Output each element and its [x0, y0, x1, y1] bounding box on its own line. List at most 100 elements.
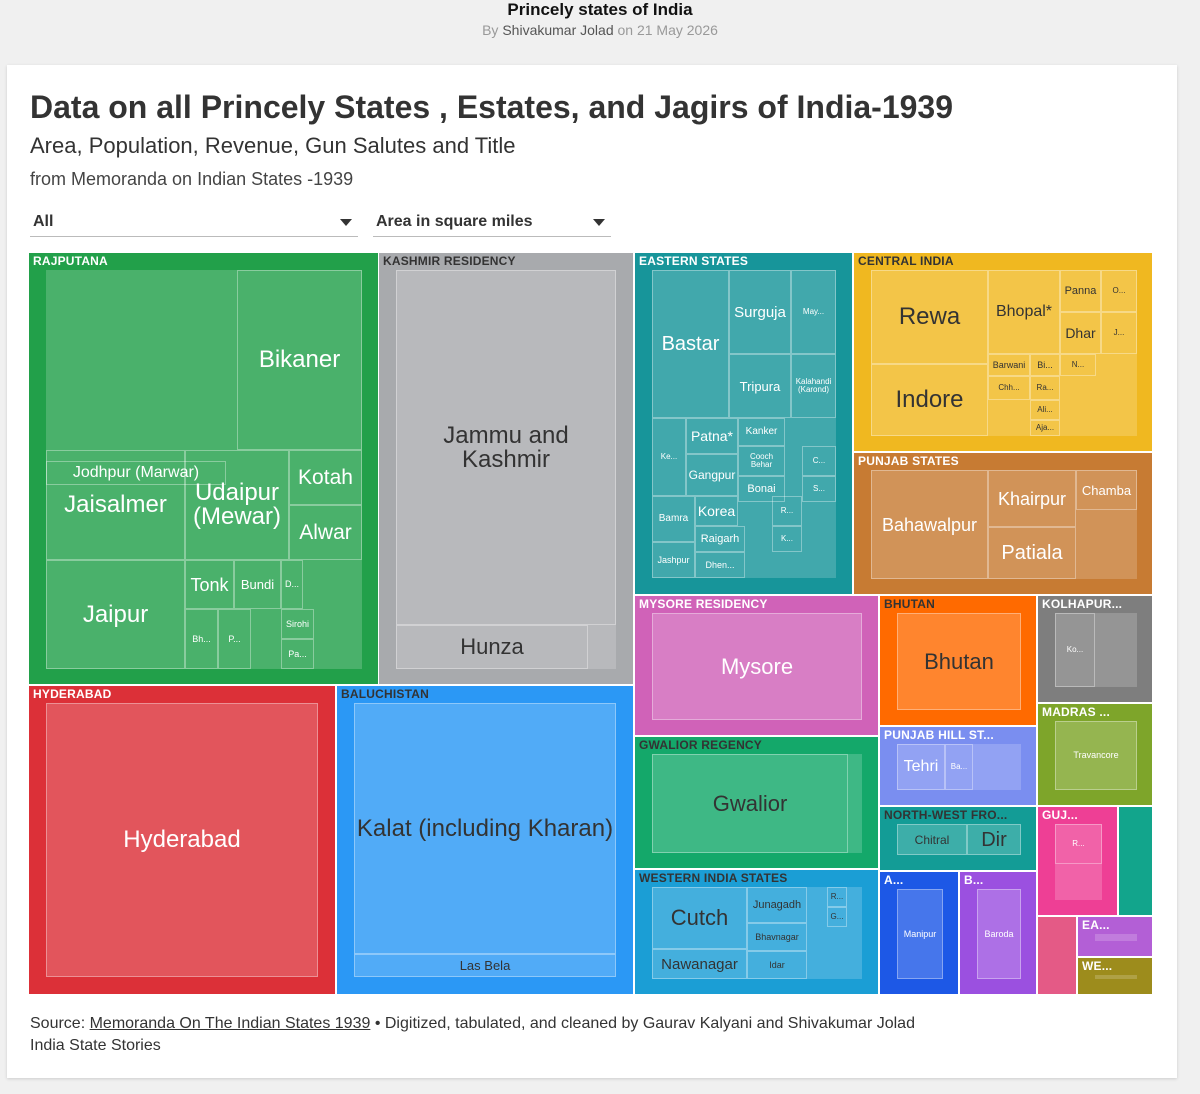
treemap-leaf-may[interactable]: May...	[791, 270, 836, 354]
treemap-leaf-gwalior[interactable]: Gwalior	[652, 754, 848, 853]
treemap-group-kolhapur[interactable]: KOLHAPUR... Ko...	[1037, 595, 1153, 703]
treemap-leaf-indore[interactable]: Indore	[871, 364, 988, 436]
treemap-leaf-hyderabad[interactable]: Hyderabad	[46, 703, 318, 977]
treemap-leaf-travancore[interactable]: Travancore	[1055, 721, 1137, 790]
treemap-group-kashmir-residency[interactable]: KASHMIR RESIDENCY Jammu and Kashmir Hunza	[378, 252, 634, 685]
treemap-leaf-j[interactable]: J...	[1101, 312, 1137, 354]
treemap-leaf-bahawalpur[interactable]: Bahawalpur	[871, 470, 988, 579]
treemap-leaf-las-bela[interactable]: Las Bela	[354, 954, 616, 977]
measure-select-dropdown[interactable]: Area in square miles	[373, 208, 611, 237]
treemap-leaf-o[interactable]: O...	[1101, 270, 1137, 312]
treemap-leaf-kanker[interactable]: Kanker	[738, 418, 785, 446]
treemap-group-ea[interactable]: EA...	[1077, 916, 1153, 957]
treemap-leaf-alwar[interactable]: Alwar	[289, 505, 362, 560]
region-filter-dropdown[interactable]: All	[30, 208, 358, 237]
treemap-group-mysore-residency[interactable]: MYSORE RESIDENCY Mysore	[634, 595, 879, 736]
treemap-leaf-k[interactable]: K...	[772, 526, 802, 552]
treemap-leaf-sirohi[interactable]: Sirohi	[281, 609, 314, 639]
treemap-leaf-tripura[interactable]: Tripura	[729, 354, 791, 418]
treemap-leaf-udaipur-mewar[interactable]: Udaipur (Mewar)	[185, 450, 289, 560]
treemap-leaf-dir[interactable]: Dir	[967, 824, 1021, 855]
treemap-group-small-1[interactable]	[1118, 806, 1153, 916]
treemap-leaf-baroda[interactable]: Baroda	[977, 889, 1021, 979]
treemap-group-gwalior-regency[interactable]: GWALIOR REGENCY Gwalior	[634, 736, 879, 869]
treemap-leaf-d[interactable]: D...	[281, 560, 303, 609]
treemap-leaf-chh[interactable]: Chh...	[988, 376, 1030, 400]
treemap-leaf-idar[interactable]: Idar	[747, 951, 807, 979]
treemap-leaf-bastar[interactable]: Bastar	[652, 270, 729, 418]
treemap-leaf-c[interactable]: C...	[802, 446, 836, 476]
treemap-leaf-surguja[interactable]: Surguja	[729, 270, 791, 354]
treemap-leaf-dhar[interactable]: Dhar	[1060, 312, 1101, 354]
treemap-leaf-bhopal[interactable]: Bhopal*	[988, 270, 1060, 354]
treemap-leaf-jammu-and-kashmir[interactable]: Jammu and Kashmir	[396, 270, 616, 625]
treemap-leaf-rewa[interactable]: Rewa	[871, 270, 988, 364]
treemap-leaf-ba[interactable]: Ba...	[945, 744, 973, 790]
treemap-leaf-cutch[interactable]: Cutch	[652, 887, 747, 949]
treemap-leaf-p[interactable]: P...	[218, 609, 251, 669]
treemap-group-eastern-states[interactable]: EASTERN STATES Bastar Surguja May... Tripura…	[634, 252, 853, 595]
treemap-leaf-bhavnagar[interactable]: Bhavnagar	[747, 923, 807, 951]
treemap-group-punjab-hill-st[interactable]: PUNJAB HILL ST... Tehri Ba...	[879, 726, 1037, 806]
treemap-leaf-ke[interactable]: Ke...	[652, 418, 686, 496]
treemap-leaf-raigarh[interactable]: Raigarh	[695, 526, 745, 552]
treemap-leaf-ra[interactable]: Ra...	[1030, 376, 1060, 400]
treemap-leaf-r[interactable]: R...	[772, 496, 802, 526]
treemap-leaf-bi[interactable]: Bi...	[1030, 354, 1060, 376]
treemap-leaf-jaipur[interactable]: Jaipur	[46, 560, 185, 669]
treemap-leaf-dhen[interactable]: Dhen...	[695, 552, 745, 578]
treemap-leaf-chitral[interactable]: Chitral	[897, 824, 967, 855]
treemap-leaf-jaisalmer[interactable]: Jaisalmer	[46, 450, 185, 560]
treemap-group-rajputana[interactable]: RAJPUTANA Jodhpur (Marwar) Bikaner Jaisalme…	[28, 252, 379, 685]
treemap-group-madras[interactable]: MADRAS ... Travancore	[1037, 703, 1153, 806]
treemap-leaf-cooch-behar[interactable]: Cooch Behar	[738, 446, 785, 476]
treemap-group-a[interactable]: A... Manipur	[879, 871, 959, 995]
treemap-leaf-chamba[interactable]: Chamba	[1076, 470, 1137, 510]
treemap-leaf-pa[interactable]: Pa...	[281, 639, 314, 669]
treemap-group-small-2[interactable]	[1037, 916, 1077, 995]
treemap-leaf-tonk[interactable]: Tonk	[185, 560, 234, 609]
treemap-leaf-bamra[interactable]: Bamra	[652, 496, 695, 542]
treemap-group-north-west-fro[interactable]: NORTH-WEST FRO... Chitral Dir	[879, 806, 1037, 871]
treemap-leaf-patna[interactable]: Patna*	[686, 418, 738, 454]
treemap-leaf-tehri[interactable]: Tehri	[897, 744, 945, 790]
treemap-leaf-ali[interactable]: Ali...	[1030, 400, 1060, 420]
treemap-leaf-g[interactable]: G...	[827, 907, 847, 927]
treemap-leaf-kalat-including-kharan[interactable]: Kalat (including Kharan)	[354, 703, 616, 954]
treemap-leaf-manipur[interactable]: Manipur	[897, 889, 943, 979]
treemap-group-baluchistan[interactable]: BALUCHISTAN Kalat (including Kharan) Las B…	[336, 685, 634, 995]
treemap-leaf-korea[interactable]: Korea	[695, 496, 738, 526]
treemap-group-bhutan[interactable]: BHUTAN Bhutan	[879, 595, 1037, 726]
treemap-leaf-hunza[interactable]: Hunza	[396, 625, 588, 669]
treemap-group-guj[interactable]: GUJ... R...	[1037, 806, 1118, 916]
treemap-leaf-jodhpur-marwar[interactable]: Jodhpur (Marwar)	[46, 461, 226, 485]
treemap-leaf-bh[interactable]: Bh...	[185, 609, 218, 669]
treemap-leaf-bhutan[interactable]: Bhutan	[897, 613, 1021, 710]
treemap-leaf-bonai[interactable]: Bonai	[738, 476, 785, 502]
treemap-leaf-barwani[interactable]: Barwani	[988, 354, 1030, 376]
treemap-group-punjab-states[interactable]: PUNJAB STATES Bahawalpur Khairpur Chamba Pat…	[853, 452, 1153, 595]
treemap-leaf-bundi[interactable]: Bundi	[234, 560, 281, 609]
treemap-leaf-kotah[interactable]: Kotah	[289, 450, 362, 505]
treemap-leaf-mysore[interactable]: Mysore	[652, 613, 862, 720]
treemap-leaf-n[interactable]: N...	[1060, 354, 1096, 376]
treemap-leaf-s[interactable]: S...	[802, 476, 836, 502]
treemap-group-central-india[interactable]: CENTRAL INDIA Rewa Bhopal* Panna O... Dhar J..…	[853, 252, 1153, 452]
treemap-group-hyderabad[interactable]: HYDERABAD Hyderabad	[28, 685, 336, 995]
treemap-leaf-panna[interactable]: Panna	[1060, 270, 1101, 312]
treemap-leaf-r[interactable]: R...	[827, 887, 847, 907]
treemap-leaf-junagadh[interactable]: Junagadh	[747, 887, 807, 923]
treemap-group-western-india-states[interactable]: WESTERN INDIA STATES Cutch Junagadh R... G..…	[634, 869, 879, 995]
treemap-leaf-kalahandi-karond[interactable]: Kalahandi (Karond)	[791, 354, 836, 418]
treemap-leaf-aja[interactable]: Aja...	[1030, 420, 1060, 436]
treemap-leaf-ko[interactable]: Ko...	[1055, 613, 1095, 687]
treemap-leaf-nawanagar[interactable]: Nawanagar	[652, 949, 747, 979]
author-name[interactable]: Shivakumar Jolad	[502, 22, 614, 38]
treemap-group-we[interactable]: WE...	[1077, 957, 1153, 995]
treemap-leaf-patiala[interactable]: Patiala	[988, 527, 1076, 579]
treemap-group-b[interactable]: B... Baroda	[959, 871, 1037, 995]
source-link[interactable]: Memoranda On The Indian States 1939	[89, 1015, 371, 1032]
treemap-leaf-gangpur[interactable]: Gangpur	[686, 454, 738, 496]
treemap-leaf-jashpur[interactable]: Jashpur	[652, 542, 695, 578]
treemap-leaf-khairpur[interactable]: Khairpur	[988, 470, 1076, 527]
